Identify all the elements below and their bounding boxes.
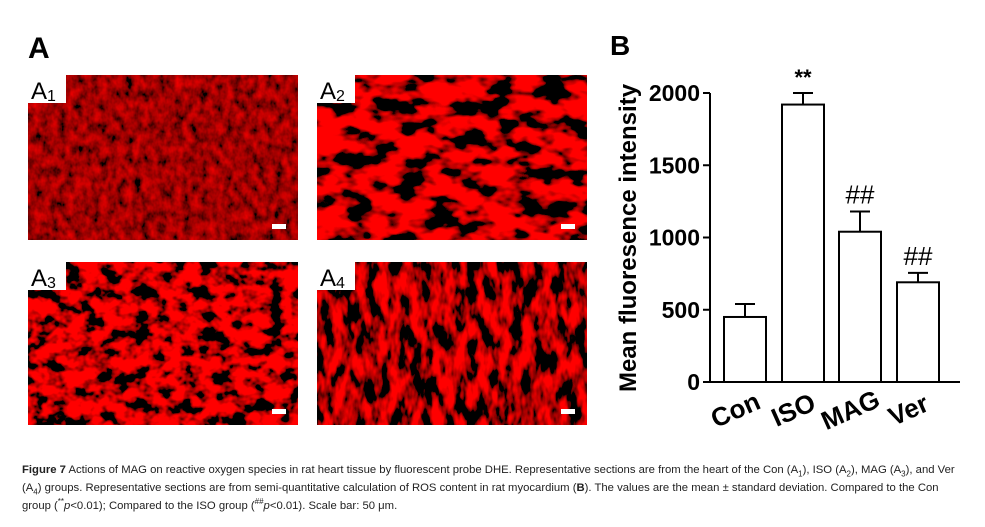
caption-text: ) groups. Representative sections are fr… bbox=[37, 482, 577, 494]
caption-text: Actions of MAG on reactive oxygen specie… bbox=[65, 464, 799, 476]
significance-mark: ## bbox=[846, 179, 875, 209]
x-tick-label: Con bbox=[706, 386, 764, 434]
image-label: A3 bbox=[31, 265, 56, 292]
caption: Figure 7 Actions of MAG on reactive oxyg… bbox=[22, 461, 967, 515]
image-label-letter: A bbox=[320, 78, 336, 105]
y-axis-label: Mean fluoresence intensity bbox=[615, 83, 642, 392]
scale-bar bbox=[272, 224, 286, 229]
caption-text: p bbox=[263, 500, 270, 512]
image-label: A1 bbox=[31, 78, 56, 105]
label-box bbox=[317, 262, 355, 290]
caption-text: ## bbox=[254, 497, 264, 507]
caption-text: Figure 7 bbox=[22, 464, 66, 476]
caption-text: ). The values are the mean ± standard de… bbox=[22, 482, 939, 512]
micrograph bbox=[28, 75, 298, 240]
significance-mark: ## bbox=[904, 241, 933, 271]
caption-text: 4 bbox=[33, 487, 38, 497]
bar-chart: 0 500 1000 1500 2000 Con ISO ** MAG ## Ver ## bbox=[649, 65, 960, 436]
label-box bbox=[28, 75, 66, 103]
micrograph bbox=[28, 262, 298, 425]
y-tick-label: 0 bbox=[687, 369, 700, 395]
x-tick-label: MAG bbox=[817, 384, 885, 436]
y-tick-label: 2000 bbox=[649, 80, 700, 106]
caption-text: 3 bbox=[901, 469, 906, 479]
image-label: A4 bbox=[320, 265, 345, 292]
bar bbox=[781, 103, 825, 383]
image-label-letter: A bbox=[31, 78, 47, 105]
caption-text: ** bbox=[57, 497, 65, 507]
micrograph bbox=[317, 262, 587, 425]
caption-text: 2 bbox=[846, 469, 851, 479]
y-tick-label: 1500 bbox=[649, 152, 700, 178]
micrograph bbox=[317, 75, 587, 240]
caption-text: p bbox=[64, 500, 71, 512]
scale-bar bbox=[561, 224, 575, 229]
caption-text: 1 bbox=[798, 469, 803, 479]
image-label-sub: 3 bbox=[47, 275, 56, 292]
x-tick-label: ISO bbox=[767, 387, 820, 433]
y-tick-label: 500 bbox=[662, 297, 700, 323]
image-label-letter: A bbox=[320, 265, 336, 292]
significance-mark: ** bbox=[794, 65, 812, 90]
bar bbox=[838, 230, 882, 383]
panel-label: B bbox=[610, 30, 630, 61]
image-label-sub: 1 bbox=[47, 88, 56, 105]
image-label: A2 bbox=[320, 78, 345, 105]
bar bbox=[896, 281, 940, 384]
bar bbox=[723, 315, 767, 384]
label-box bbox=[28, 262, 66, 290]
caption-text: <0.01). Scale bar: 50 μm. bbox=[269, 500, 398, 512]
scale-bar bbox=[272, 409, 286, 414]
image-label-letter: A bbox=[31, 265, 47, 292]
caption-text: ), MAG (A bbox=[850, 464, 902, 476]
image-label-sub: 2 bbox=[336, 88, 345, 105]
image-label-sub: 4 bbox=[336, 275, 345, 292]
scale-bar bbox=[561, 409, 575, 414]
caption-text: B bbox=[576, 482, 585, 494]
caption-text: <0.01); Compared to the ISO group ( bbox=[70, 500, 255, 512]
y-tick-label: 1000 bbox=[649, 225, 700, 251]
caption-text: ), and Ver (A bbox=[22, 464, 955, 494]
x-tick-label: Ver bbox=[884, 388, 933, 432]
panel-label: A bbox=[28, 32, 50, 65]
label-box bbox=[317, 75, 355, 103]
caption-text: ), ISO (A bbox=[802, 464, 847, 476]
